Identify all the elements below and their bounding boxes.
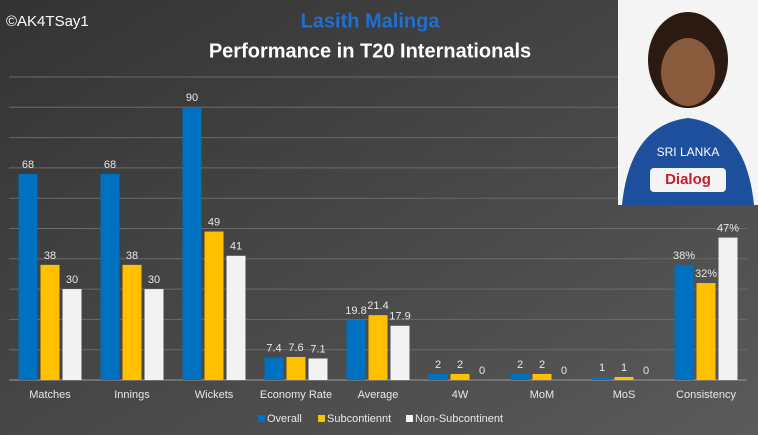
x-tick-label: Innings — [114, 389, 150, 401]
bar — [428, 373, 448, 380]
value-label: 30 — [148, 274, 160, 286]
x-tick-label: Consistency — [676, 389, 736, 401]
value-label: 1 — [599, 362, 605, 374]
value-label: 2 — [457, 359, 463, 371]
bar — [532, 373, 552, 380]
player-photo: Dialog SRI LANKA — [618, 0, 758, 205]
bar — [100, 173, 120, 380]
value-label: 47% — [717, 222, 739, 234]
value-label: 7.4 — [266, 342, 281, 354]
value-label: 0 — [479, 365, 485, 377]
value-label: 1 — [621, 362, 627, 374]
bar — [592, 376, 612, 380]
bar — [346, 320, 366, 380]
x-tick-label: Wickets — [195, 389, 234, 401]
x-tick-label: Average — [358, 389, 399, 401]
value-label: 2 — [539, 359, 545, 371]
bar — [62, 289, 82, 380]
bar — [718, 237, 738, 380]
legend: Overall Subcontiennt Non-Subcontinent — [258, 413, 503, 425]
bar — [226, 255, 246, 380]
value-label: 38 — [44, 250, 56, 262]
bars: Matches 68 38 30 Innings 68 38 30 Wickets 90 49 41 E… — [18, 92, 739, 401]
bar — [18, 173, 38, 380]
value-label: 0 — [561, 365, 567, 377]
bar — [122, 264, 142, 380]
bar — [614, 376, 634, 380]
bar — [696, 283, 716, 380]
svg-text:Dialog: Dialog — [665, 171, 711, 188]
bar — [510, 373, 530, 380]
legend-swatch — [318, 415, 325, 422]
value-label: 2 — [435, 359, 441, 371]
legend-label: Subcontiennt — [327, 413, 391, 425]
bar — [204, 231, 224, 380]
bar — [450, 373, 470, 380]
value-label: 0 — [643, 365, 649, 377]
value-label: 7.1 — [310, 343, 325, 355]
value-label: 90 — [186, 92, 198, 104]
legend-label: Non-Subcontinent — [415, 413, 503, 425]
svg-text:SRI LANKA: SRI LANKA — [657, 145, 720, 159]
value-label: 7.6 — [288, 342, 303, 354]
x-tick-label: MoS — [613, 389, 636, 401]
bar — [286, 356, 306, 380]
value-label: 30 — [66, 274, 78, 286]
x-tick-label: Matches — [29, 389, 71, 401]
watermark: ©AK4TSay1 — [6, 13, 89, 30]
x-tick-label: MoM — [530, 389, 554, 401]
value-label: 68 — [22, 159, 34, 171]
x-tick-label: 4W — [452, 389, 469, 401]
bar — [390, 325, 410, 380]
chart-subtitle: Performance in T20 Internationals — [209, 40, 531, 62]
value-label: 2 — [517, 359, 523, 371]
legend-label: Overall — [267, 413, 302, 425]
value-label: 21.4 — [367, 300, 388, 312]
chart-title: Lasith Malinga — [301, 10, 441, 32]
value-label: 49 — [208, 216, 220, 228]
legend-swatch — [258, 415, 265, 422]
value-label: 19.8 — [345, 305, 366, 317]
value-label: 17.9 — [389, 311, 410, 323]
bar — [144, 289, 164, 380]
value-label: 41 — [230, 241, 242, 253]
bar — [182, 107, 202, 381]
legend-swatch — [406, 415, 413, 422]
bar — [308, 358, 328, 380]
bar — [368, 315, 388, 380]
value-label: 38 — [126, 250, 138, 262]
value-label: 38% — [673, 250, 695, 262]
value-label: 68 — [104, 159, 116, 171]
value-label: 32% — [695, 268, 717, 280]
bar — [674, 264, 694, 380]
bar — [40, 264, 60, 380]
x-tick-label: Economy Rate — [260, 389, 332, 401]
bar — [264, 357, 284, 380]
